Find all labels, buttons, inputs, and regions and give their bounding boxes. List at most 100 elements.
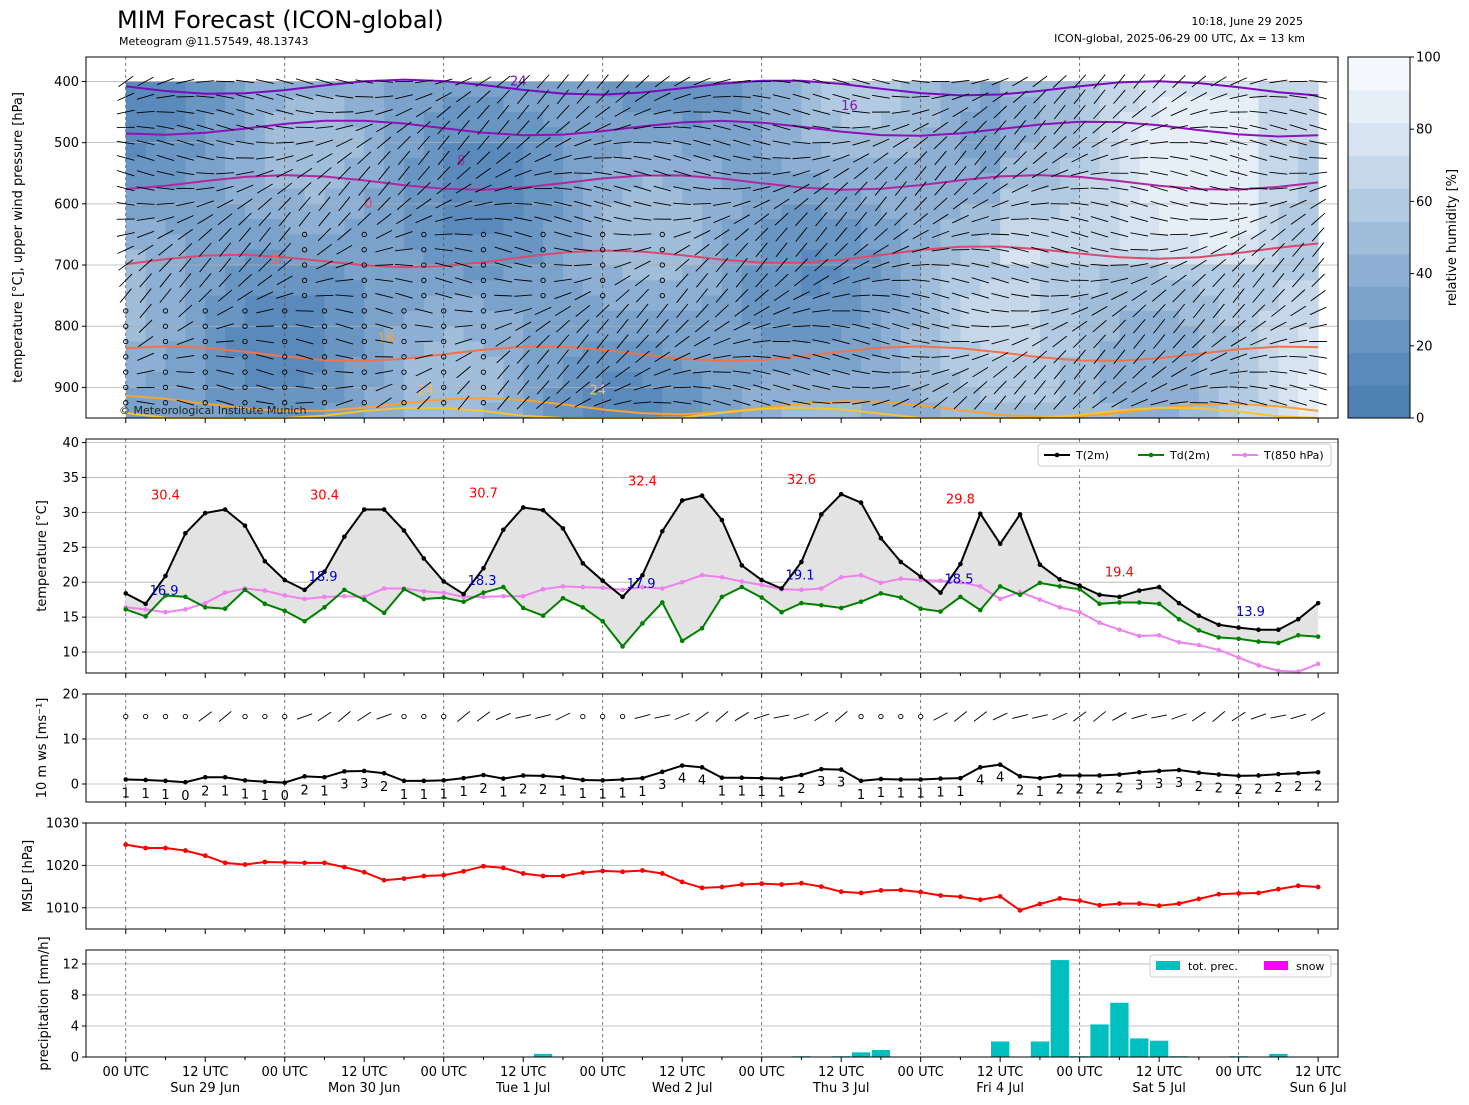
wind-barb-icon xyxy=(613,156,632,160)
wind-barb-icon xyxy=(196,155,215,161)
wind-barb-icon xyxy=(216,140,234,146)
wind-barb-icon xyxy=(1192,288,1206,303)
humidity-cell xyxy=(861,265,882,281)
wind-barb-icon xyxy=(1171,274,1187,287)
temperature-ylabel: temperature [°C] xyxy=(35,500,50,612)
humidity-cell xyxy=(1298,265,1319,281)
wind-barb-icon xyxy=(653,201,672,206)
humidity-cell xyxy=(125,142,147,159)
wind-barb-icon xyxy=(931,323,950,329)
wind-barb-icon xyxy=(573,248,592,252)
humidity-cell xyxy=(463,112,485,128)
wind-barb-icon xyxy=(894,181,907,196)
wind-barb-icon xyxy=(753,713,770,720)
humidity-cell xyxy=(1020,310,1041,327)
humidity-cell xyxy=(841,387,862,404)
wind-barb-icon xyxy=(1033,365,1047,380)
humidity-cell xyxy=(741,142,763,159)
humidity-cell xyxy=(920,356,942,373)
wind-barb-icon xyxy=(295,78,314,85)
wind-speed-point xyxy=(958,775,963,781)
humidity-cell xyxy=(1218,295,1240,312)
wind-barb-icon xyxy=(218,273,232,288)
series-point-2 xyxy=(600,585,605,591)
mslp-point xyxy=(699,885,705,891)
wind-barb-icon xyxy=(416,120,431,134)
humidity-cell xyxy=(1258,387,1279,404)
wind-barb-icon xyxy=(1289,355,1308,358)
wind-barb-icon xyxy=(457,711,471,722)
wind-barb-icon xyxy=(257,197,272,211)
wind-barb-icon xyxy=(673,93,691,101)
humidity-cell xyxy=(205,280,226,297)
wind-speed-point xyxy=(799,772,804,778)
humidity-cell xyxy=(403,157,425,174)
wind-ytick-label: 0 xyxy=(71,778,79,793)
wind-barb-icon xyxy=(336,138,353,147)
calm-wind-icon xyxy=(441,400,447,406)
humidity-cell xyxy=(384,249,405,266)
wind-barb-icon xyxy=(196,172,215,175)
mslp-point xyxy=(898,887,904,893)
mslp-point xyxy=(779,882,784,887)
wind-barb-icon xyxy=(1070,170,1089,176)
calm-wind-icon xyxy=(321,400,328,406)
wind-barb-icon xyxy=(475,76,492,87)
wind-barb-icon xyxy=(992,91,1008,103)
wind-barb-icon xyxy=(874,196,887,212)
wind-barb-icon xyxy=(614,107,631,117)
wind-barb-icon xyxy=(673,369,692,375)
humidity-cell xyxy=(801,127,822,144)
humidity-cell xyxy=(1179,219,1200,236)
isotherm-label: 16 xyxy=(841,99,858,114)
beaufort-label: 2 xyxy=(1016,783,1024,798)
wind-barb-icon xyxy=(676,288,689,303)
humidity-cell xyxy=(940,310,962,327)
humidity-cell xyxy=(642,219,663,236)
humidity-cell xyxy=(1159,127,1180,144)
beaufort-label: 2 xyxy=(1254,782,1262,797)
wind-barb-icon xyxy=(715,243,729,257)
wind-barb-icon xyxy=(417,135,431,150)
humidity-cell xyxy=(940,249,962,266)
colorbar-band xyxy=(1348,89,1410,124)
humidity-cell xyxy=(1000,188,1021,205)
wind-barb-icon xyxy=(1013,151,1027,165)
humidity-cell xyxy=(1039,234,1061,251)
series-point-1 xyxy=(958,594,963,600)
wind-barb-icon xyxy=(1150,216,1169,222)
wind-barb-icon xyxy=(358,166,371,181)
series-point-1 xyxy=(441,595,447,600)
wind-barb-icon xyxy=(1053,380,1066,395)
humidity-cell xyxy=(543,142,564,159)
max-temp-label: 32.4 xyxy=(628,475,657,490)
humidity-cell xyxy=(364,112,385,128)
wind-barb-icon xyxy=(594,382,611,393)
beaufort-label: 3 xyxy=(837,776,845,791)
wind-barb-icon xyxy=(872,261,890,269)
humidity-cell xyxy=(900,387,922,404)
wind-barb-icon xyxy=(1211,335,1227,348)
calm-wind-icon xyxy=(441,354,447,360)
humidity-cell xyxy=(543,265,564,281)
humidity-cell xyxy=(284,372,306,389)
wind-barb-icon xyxy=(1130,139,1149,146)
humidity-cell xyxy=(1099,249,1120,266)
humidity-cell xyxy=(543,234,564,251)
wind-barb-icon xyxy=(136,170,155,177)
wind-barb-icon xyxy=(255,79,274,84)
humidity-cell xyxy=(1119,219,1140,236)
wind-barb-icon xyxy=(454,293,473,299)
humidity-cell xyxy=(244,249,266,266)
wind-barb-icon xyxy=(335,124,354,130)
humidity-cell xyxy=(940,157,962,174)
humidity-cell xyxy=(622,402,644,419)
wind-barb-icon xyxy=(832,154,850,162)
humidity-cell xyxy=(1238,295,1260,312)
humidity-cell xyxy=(682,81,703,98)
wind-barb-icon xyxy=(932,213,949,225)
wind-barb-icon xyxy=(951,324,970,329)
wind-barb-icon xyxy=(1092,320,1107,333)
humidity-cell xyxy=(682,142,703,159)
wind-barb-icon xyxy=(375,292,393,299)
